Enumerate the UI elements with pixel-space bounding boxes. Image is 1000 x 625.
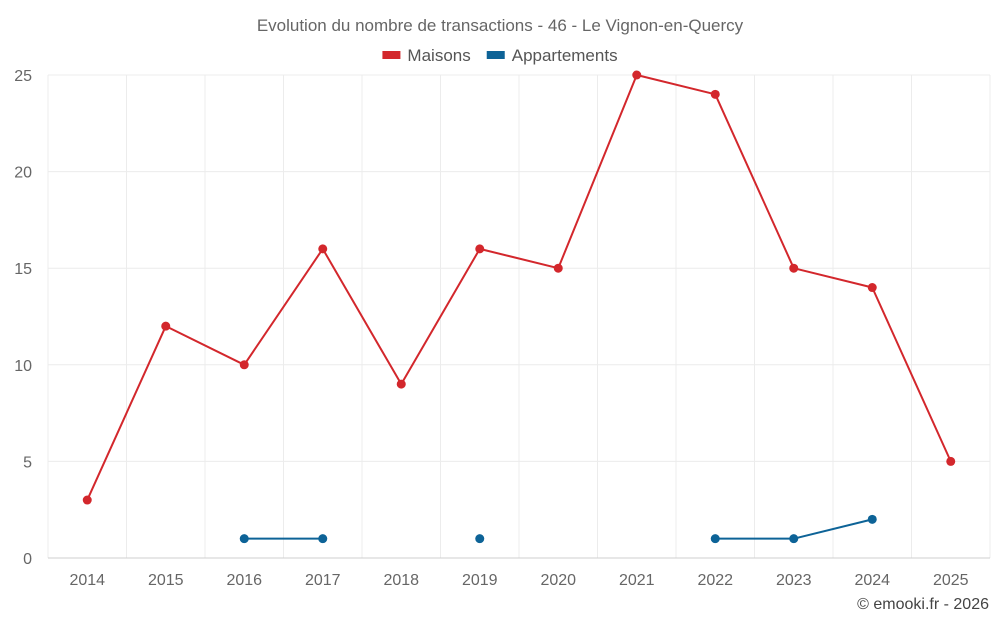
x-tick-label: 2014 [69,572,105,589]
x-tick-label: 2023 [776,572,812,589]
x-axis: 2014 2015 2016 2017 2018 2019 2020 2021 2022 2023… [69,572,968,589]
series-line-segment [478,247,560,270]
y-tick-label: 15 [14,261,32,278]
x-tick-label: 2017 [305,572,341,589]
series-line-segment [321,247,403,386]
chart-title: Evolution du nombre de transactions - 46… [257,16,744,35]
series-line-segment [792,267,874,289]
data-point[interactable] [553,263,563,273]
data-point[interactable] [239,534,249,544]
series-line-segment [400,247,481,386]
y-tick-label: 10 [14,358,32,375]
data-point[interactable] [946,456,956,466]
series-line-segment [871,286,952,463]
series-line-segment [792,518,874,540]
data-point[interactable] [396,379,406,389]
data-point[interactable] [789,263,799,273]
x-tick-label: 2018 [383,572,419,589]
x-tick-label: 2024 [854,572,890,589]
y-tick-label: 25 [14,68,32,85]
x-tick-label: 2020 [540,572,576,589]
data-point[interactable] [82,495,92,505]
legend-item-maisons[interactable]: Maisons [382,46,471,65]
data-point[interactable] [710,534,720,544]
y-tick-label: 0 [23,551,32,568]
data-point[interactable] [632,70,642,80]
data-point[interactable] [475,244,485,254]
legend-label: Maisons [407,46,470,65]
series-maisons [82,70,956,505]
legend-label: Appartements [512,46,618,65]
chart-grid [47,74,991,559]
legend-swatch [486,51,505,59]
data-point[interactable] [318,244,328,254]
series-line-segment [635,74,717,96]
series-line-segment [164,325,246,366]
x-tick-label: 2016 [226,572,262,589]
series-appartements [239,514,877,544]
data-point[interactable] [475,534,485,544]
legend-item-appartements[interactable]: Appartements [486,46,618,65]
chart-legend: Maisons Appartements [382,46,618,65]
data-point[interactable] [710,89,720,99]
x-tick-label: 2015 [148,572,184,589]
y-tick-label: 5 [23,454,32,471]
series-layer [82,70,956,544]
data-point[interactable] [789,534,799,544]
x-tick-label: 2021 [619,572,655,589]
x-tick-label: 2019 [462,572,498,589]
copyright-credit: © emooki.fr - 2026 [857,596,989,613]
y-tick-label: 20 [14,165,32,182]
series-line-segment [86,325,167,502]
data-point[interactable] [318,534,328,544]
data-point[interactable] [161,321,171,331]
x-tick-label: 2025 [933,572,969,589]
legend-swatch [382,51,401,59]
data-point[interactable] [867,514,877,524]
series-line-segment [557,74,638,270]
y-axis: 0 5 10 15 20 25 [14,68,32,568]
x-tick-label: 2022 [697,572,733,589]
data-point[interactable] [867,283,877,293]
series-line-segment [243,247,324,366]
series-line-segment [714,93,795,270]
data-point[interactable] [239,360,249,370]
